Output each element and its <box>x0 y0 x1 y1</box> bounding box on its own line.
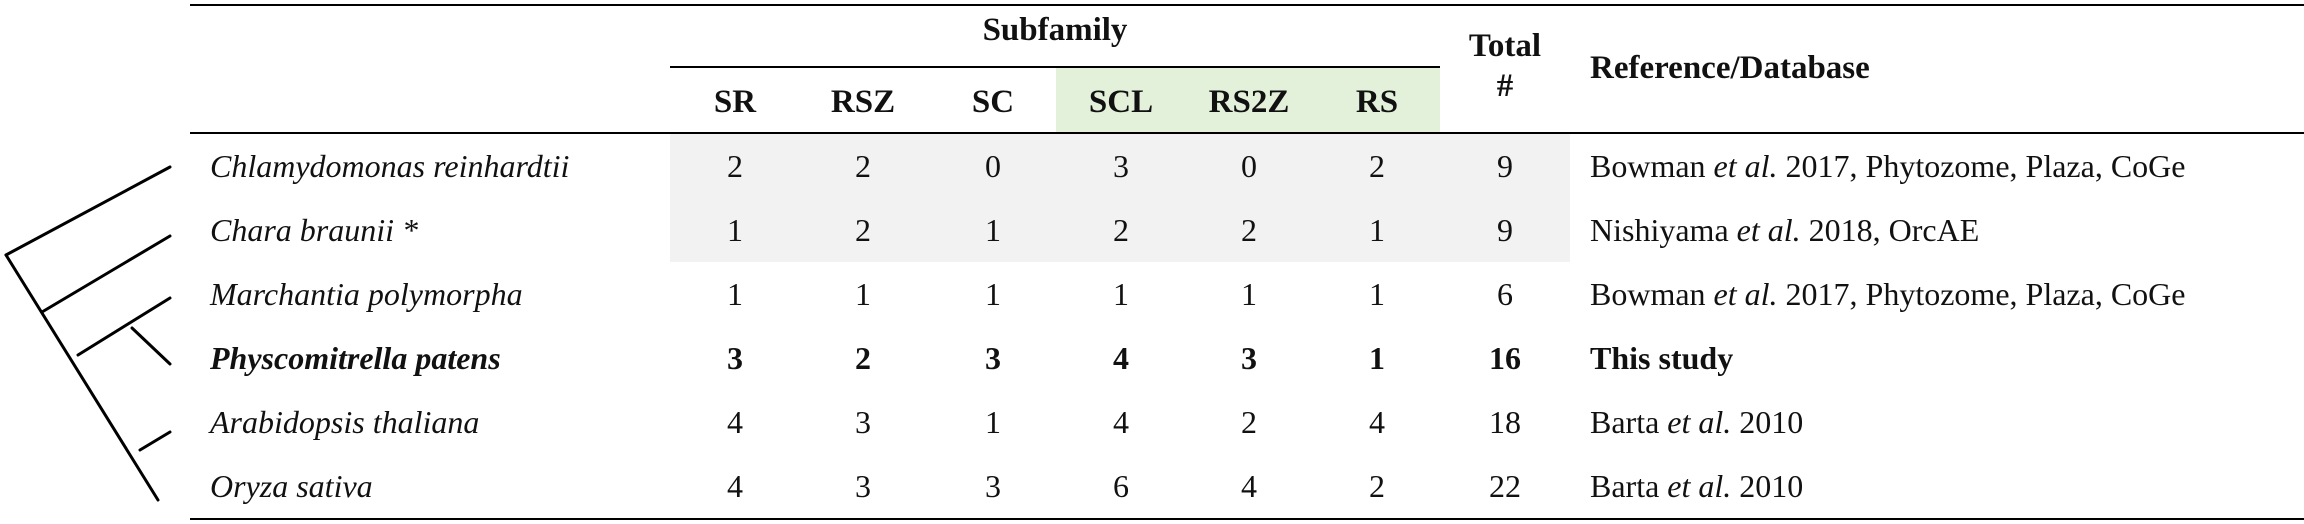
column-header-scl: SCL <box>1088 84 1154 120</box>
reference-etal: et al. <box>1713 276 1778 312</box>
reference-rest: 2018, OrcAE <box>1800 212 1980 248</box>
column-header-rsz: RSZ <box>830 84 896 120</box>
value-sc: 3 <box>985 340 1001 376</box>
reference: Nishiyama et al. 2018, OrcAE <box>1590 198 1979 262</box>
value-sc: 1 <box>985 212 1001 248</box>
species-name: Physcomitrella patens <box>210 340 501 376</box>
value-rs: 1 <box>1369 276 1385 312</box>
reference-author: Barta <box>1590 468 1668 504</box>
value-total: 6 <box>1497 276 1513 312</box>
value-sr: 1 <box>727 276 743 312</box>
reference: Bowman et al. 2017, Phytozome, Plaza, Co… <box>1590 134 2185 198</box>
value-total: 9 <box>1497 212 1513 248</box>
column-header-rs: RS <box>1355 84 1399 120</box>
reference-rest: 2010 <box>1731 404 1804 440</box>
value-rs2z: 4 <box>1241 468 1257 504</box>
reference-author: Bowman <box>1590 276 1714 312</box>
value-sr: 2 <box>727 148 743 184</box>
species-name: Chlamydomonas reinhardtii <box>210 148 570 184</box>
value-rs2z: 3 <box>1241 340 1257 376</box>
header-bottom-rule <box>190 132 2304 134</box>
tree-branch-chara <box>40 234 172 314</box>
reference-rest: 2010 <box>1731 468 1804 504</box>
value-total: 9 <box>1497 148 1513 184</box>
species-name: Marchantia polymorpha <box>210 276 523 312</box>
value-scl: 3 <box>1113 148 1129 184</box>
gray-shade-block <box>670 134 1570 262</box>
reference: Bowman et al. 2017, Phytozome, Plaza, Co… <box>1590 262 2185 326</box>
value-sc: 0 <box>985 148 1001 184</box>
value-rsz: 2 <box>855 148 871 184</box>
tree-branch-chlamydomonas <box>4 165 172 257</box>
green-header-shade <box>1056 68 1440 132</box>
reference-etal: et al. <box>1667 404 1732 440</box>
value-scl: 2 <box>1113 212 1129 248</box>
value-sr: 4 <box>727 404 743 440</box>
subfamily-header: Subfamily <box>982 12 1128 48</box>
tree-branch-marchantia <box>76 296 172 357</box>
top-rule <box>190 4 2304 6</box>
value-scl: 4 <box>1113 340 1129 376</box>
value-scl: 4 <box>1113 404 1129 440</box>
value-scl: 1 <box>1113 276 1129 312</box>
value-rs: 1 <box>1369 212 1385 248</box>
value-rs2z: 1 <box>1241 276 1257 312</box>
value-rs: 1 <box>1369 340 1385 376</box>
reference-author: Bowman <box>1590 148 1714 184</box>
value-rs2z: 2 <box>1241 212 1257 248</box>
column-header-rs2z: RS2Z <box>1208 84 1290 120</box>
value-sr: 1 <box>727 212 743 248</box>
value-sc: 1 <box>985 276 1001 312</box>
reference-etal: et al. <box>1713 148 1778 184</box>
value-rsz: 1 <box>855 276 871 312</box>
reference-author: This study <box>1590 340 1734 376</box>
value-sc: 3 <box>985 468 1001 504</box>
reference-author: Barta <box>1590 404 1668 440</box>
value-scl: 6 <box>1113 468 1129 504</box>
value-rs2z: 0 <box>1241 148 1257 184</box>
reference-rest: 2017, Phytozome, Plaza, CoGe <box>1777 148 2186 184</box>
species-name: Arabidopsis thaliana <box>210 404 480 440</box>
reference-etal: et al. <box>1736 212 1801 248</box>
reference-rest: 2017, Phytozome, Plaza, CoGe <box>1777 276 2186 312</box>
value-total: 18 <box>1489 404 1521 440</box>
total-header: Total # <box>1440 26 1570 106</box>
subfamily-rule <box>670 66 1440 68</box>
tree-main-branch <box>4 253 160 502</box>
species-name: Oryza sativa <box>210 468 373 504</box>
value-sr: 3 <box>727 340 743 376</box>
value-rsz: 3 <box>855 404 871 440</box>
tree-branch-physcomitrella <box>130 326 172 366</box>
total-header-line1: Total <box>1468 28 1542 64</box>
value-rs: 4 <box>1369 404 1385 440</box>
reference-etal: et al. <box>1667 468 1732 504</box>
reference-header: Reference/Database <box>1590 50 1870 86</box>
value-total: 22 <box>1489 468 1521 504</box>
value-rsz: 2 <box>855 340 871 376</box>
value-sc: 1 <box>985 404 1001 440</box>
reference: Barta et al. 2010 <box>1590 454 1803 518</box>
value-rs: 2 <box>1369 148 1385 184</box>
species-name: Chara braunii * <box>210 212 419 248</box>
total-header-line2: # <box>1496 68 1514 104</box>
column-header-sr: SR <box>713 84 757 120</box>
bottom-rule <box>190 518 2304 520</box>
phylogenetic-tree <box>4 165 172 502</box>
reference: This study <box>1590 326 1733 390</box>
value-rsz: 3 <box>855 468 871 504</box>
column-header-sc: SC <box>971 84 1015 120</box>
value-sr: 4 <box>727 468 743 504</box>
value-total: 16 <box>1489 340 1521 376</box>
reference-author: Nishiyama <box>1590 212 1737 248</box>
value-rs: 2 <box>1369 468 1385 504</box>
value-rsz: 2 <box>855 212 871 248</box>
reference: Barta et al. 2010 <box>1590 390 1803 454</box>
value-rs2z: 2 <box>1241 404 1257 440</box>
tree-branch-arabidopsis <box>138 430 172 452</box>
